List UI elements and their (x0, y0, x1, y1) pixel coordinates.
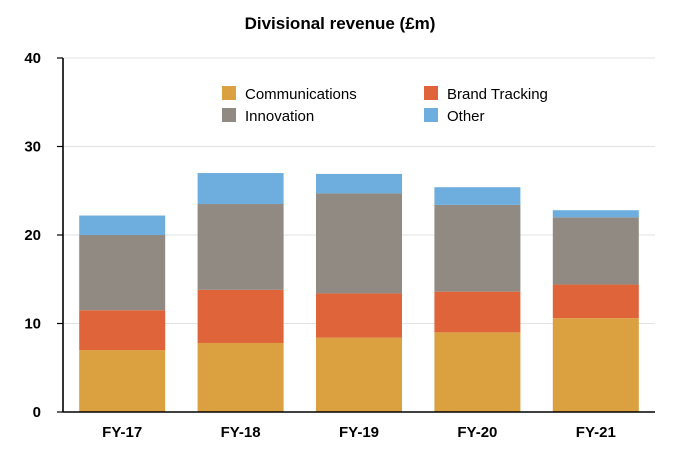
bar-segment-brand-tracking-fy-18 (197, 289, 284, 343)
x-tick-label: FY-19 (339, 424, 379, 441)
bar-segment-other-fy-21 (552, 210, 639, 218)
y-tick-label: 30 (24, 139, 41, 156)
legend-swatch (222, 86, 236, 100)
bar-segment-other-fy-18 (197, 173, 284, 205)
legend-swatch (424, 108, 438, 122)
bar-segment-brand-tracking-fy-20 (434, 291, 521, 333)
bar-segment-communications-fy-18 (197, 342, 284, 412)
y-tick-label: 40 (24, 50, 41, 67)
x-tick-label: FY-18 (221, 424, 261, 441)
bar-segment-brand-tracking-fy-17 (79, 310, 166, 351)
chart-title: Divisional revenue (£m) (244, 14, 436, 33)
x-tick-label: FY-17 (102, 424, 142, 441)
bar-segment-innovation-fy-21 (552, 217, 639, 285)
y-tick-label: 20 (24, 227, 41, 244)
bar-segment-other-fy-17 (79, 215, 166, 235)
bar-segment-brand-tracking-fy-21 (552, 284, 639, 319)
bar-segment-innovation-fy-19 (316, 193, 402, 294)
bar-segment-communications-fy-20 (434, 332, 521, 412)
x-tick-label: FY-21 (576, 424, 616, 441)
bar-segment-communications-fy-17 (79, 350, 166, 412)
y-tick-label: 10 (24, 316, 41, 333)
x-tick-label: FY-20 (457, 424, 497, 441)
bar-segment-communications-fy-21 (552, 318, 639, 412)
bar-segment-other-fy-19 (316, 173, 402, 194)
y-tick-label: 0 (33, 404, 41, 421)
legend-label: Other (447, 108, 485, 125)
legend-swatch (424, 86, 438, 100)
bar-segment-brand-tracking-fy-19 (316, 293, 402, 338)
bar-segment-other-fy-20 (434, 187, 521, 205)
bar-segment-innovation-fy-18 (197, 204, 284, 290)
legend-label: Communications (245, 86, 357, 103)
legend-swatch (222, 108, 236, 122)
legend-label: Brand Tracking (447, 86, 548, 103)
bar-segment-innovation-fy-20 (434, 204, 521, 292)
bar-segment-innovation-fy-17 (79, 235, 166, 311)
legend-label: Innovation (245, 108, 314, 125)
bar-segment-communications-fy-19 (316, 337, 402, 412)
